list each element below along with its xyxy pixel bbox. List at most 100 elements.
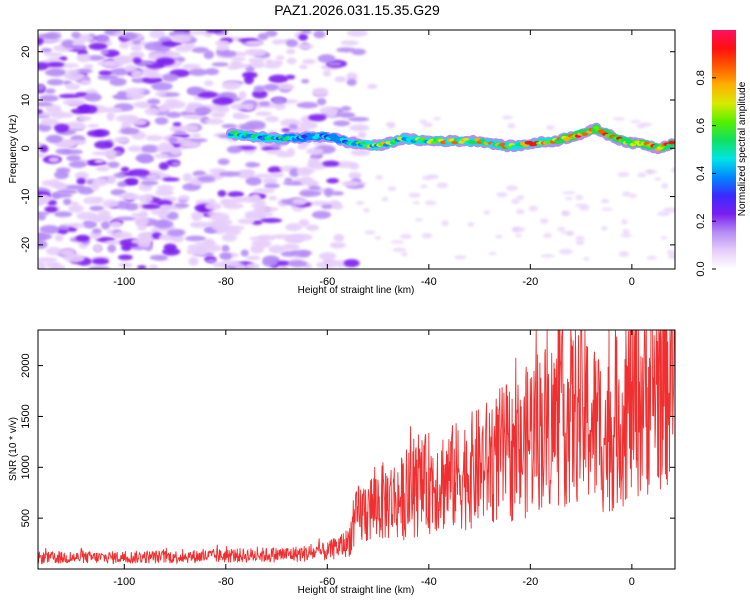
- spectrogram-noise-cell: [203, 50, 215, 60]
- spectrogram-noise-cell: [257, 33, 269, 41]
- spectrogram-noise-cell: [340, 106, 352, 112]
- spectrogram-noise-cell: [181, 124, 199, 132]
- spectrogram-noise-cell: [282, 181, 304, 186]
- spectrogram-noise-cell: [266, 149, 286, 155]
- spectrogram-noise-cell: [186, 86, 203, 95]
- spectrogram-noise-cell: [231, 63, 251, 69]
- spectrogram-noise-cell: [239, 123, 256, 131]
- spectrogram-noise-cell: [190, 211, 204, 219]
- spectrogram-noise-cell: [221, 81, 241, 90]
- spectrogram-noise-cell: [87, 123, 100, 128]
- spectrogram-noise-cell: [139, 210, 149, 219]
- spectrogram-noise-cell: [302, 59, 316, 65]
- spectrogram-noise-cell: [125, 92, 142, 100]
- spectrogram-noise-cell: [575, 235, 585, 241]
- spectrogram-noise-cell: [146, 174, 159, 180]
- spectrogram-noise-cell: [387, 123, 396, 129]
- spectrogram-noise-cell: [232, 114, 250, 120]
- spectrogram-noise-cell: [267, 166, 283, 174]
- spectrogram-noise-cell: [75, 234, 91, 242]
- spectrogram-noise-cell: [265, 30, 278, 37]
- spectrogram-noise-cell: [375, 174, 383, 180]
- spectrogram-noise-cell: [66, 226, 78, 232]
- spectrogram-noise-cell: [127, 145, 143, 152]
- spectrogram-noise-cell: [82, 219, 98, 229]
- spectrogram-noise-cell: [400, 233, 412, 240]
- spectrogram-noise-cell: [71, 31, 81, 39]
- snr-panel: -100 -80 -60 -40 -20 0 500 1000 1500 2000 Height…: [8, 329, 676, 596]
- spectrogram-noise-cell: [163, 243, 177, 252]
- spectrogram-noise-cell: [113, 136, 130, 144]
- spectrogram-noise-cell: [148, 264, 159, 269]
- spectrogram-noise-cell: [66, 154, 82, 162]
- spectrogram-noise-cell: [191, 133, 201, 139]
- spectrogram-noise-cell: [343, 259, 360, 268]
- spectrogram-noise-cell: [51, 110, 66, 119]
- spectrogram-noise-cell: [220, 199, 231, 205]
- spectrogram-noise-cell: [505, 185, 519, 191]
- spectrogram-noise-cell: [68, 161, 87, 169]
- spectrogram-xtick-label: -20: [522, 276, 538, 288]
- spectrogram-noise-cell: [130, 70, 143, 79]
- spectrogram-noise-cell: [296, 43, 314, 50]
- snr-xtick-label: 0: [629, 576, 635, 588]
- spectrogram-noise-cell: [264, 116, 280, 123]
- spectrogram-noise-cell: [195, 199, 210, 205]
- spectrogram-noise-cell: [420, 184, 428, 189]
- spectrogram-noise-cell: [301, 78, 310, 84]
- spectrogram-noise-cell: [207, 212, 222, 217]
- spectrogram-noise-cell: [216, 44, 230, 51]
- spectrogram-noise-cell: [238, 91, 247, 100]
- spectrogram-noise-cell: [94, 196, 104, 204]
- spectrogram-noise-cell: [268, 195, 277, 201]
- spectrogram-noise-cell: [75, 92, 88, 97]
- spectrogram-noise-cell: [254, 173, 272, 178]
- spectrogram-noise-cell: [511, 198, 520, 205]
- spectrogram-noise-cell: [354, 181, 368, 185]
- spectrogram-noise-cell: [333, 161, 355, 169]
- spectrogram-noise-cell: [98, 70, 113, 76]
- spectrogram-noise-cell: [119, 192, 138, 201]
- spectrogram-noise-cell: [334, 76, 347, 83]
- spectrogram-noise-cell: [42, 37, 63, 43]
- spectrogram-noise-cell: [171, 161, 181, 167]
- spectrogram-noise-cell: [71, 45, 87, 51]
- spectrogram-noise-cell: [139, 194, 154, 204]
- spectrogram-noise-cell: [178, 195, 190, 201]
- spectrogram-noise-cell: [288, 124, 298, 130]
- spectrogram-noise-cell: [161, 73, 179, 82]
- spectrogram-noise-cell: [245, 262, 260, 269]
- spectrogram-noise-cell: [299, 190, 322, 197]
- spectrogram-noise-cell: [205, 118, 224, 125]
- spectrogram-noise-cell: [231, 56, 246, 62]
- spectrogram-noise-cell: [630, 119, 642, 124]
- spectrogram-noise-cell: [53, 181, 65, 189]
- spectrogram-noise-cell: [44, 32, 62, 40]
- spectrogram-ridge-cell: [668, 140, 675, 145]
- spectrogram-noise-cell: [117, 181, 127, 188]
- spectrogram-noise-cell: [298, 219, 310, 228]
- spectrogram-noise-cell: [297, 144, 307, 150]
- spectrogram-noise-cell: [66, 69, 81, 74]
- spectrogram-noise-cell: [646, 255, 658, 260]
- colorbar: 0.0 0.2 0.4 0.6 0.8 Normalized spectral ampl…: [695, 30, 748, 277]
- spectrogram-noise-cell: [212, 218, 233, 227]
- spectrogram-noise-cell: [100, 220, 111, 230]
- spectrogram-noise-cell: [326, 178, 339, 184]
- spectrogram-noise-cell: [38, 37, 44, 46]
- spectrogram-noise-cell: [38, 233, 47, 242]
- spectrogram-noise-cell: [96, 34, 110, 43]
- spectrogram-noise-cell: [308, 113, 327, 122]
- spectrogram-noise-cell: [157, 105, 169, 113]
- spectrogram-noise-cell: [115, 200, 131, 210]
- colorbar-label: Normalized spectral amplitude: [737, 81, 748, 216]
- spectrogram-noise-cell: [45, 134, 63, 144]
- spectrogram-noise-cell: [565, 196, 574, 201]
- spectrogram-noise-cell: [296, 101, 319, 109]
- spectrogram-noise-cell: [264, 183, 280, 189]
- spectrogram-noise-cell: [175, 44, 192, 53]
- spectrogram-noise-cell: [62, 198, 72, 206]
- spectrogram-noise-cell: [641, 122, 653, 127]
- spectrogram-noise-cell: [670, 167, 675, 173]
- spectrogram-noise-cell: [39, 225, 60, 234]
